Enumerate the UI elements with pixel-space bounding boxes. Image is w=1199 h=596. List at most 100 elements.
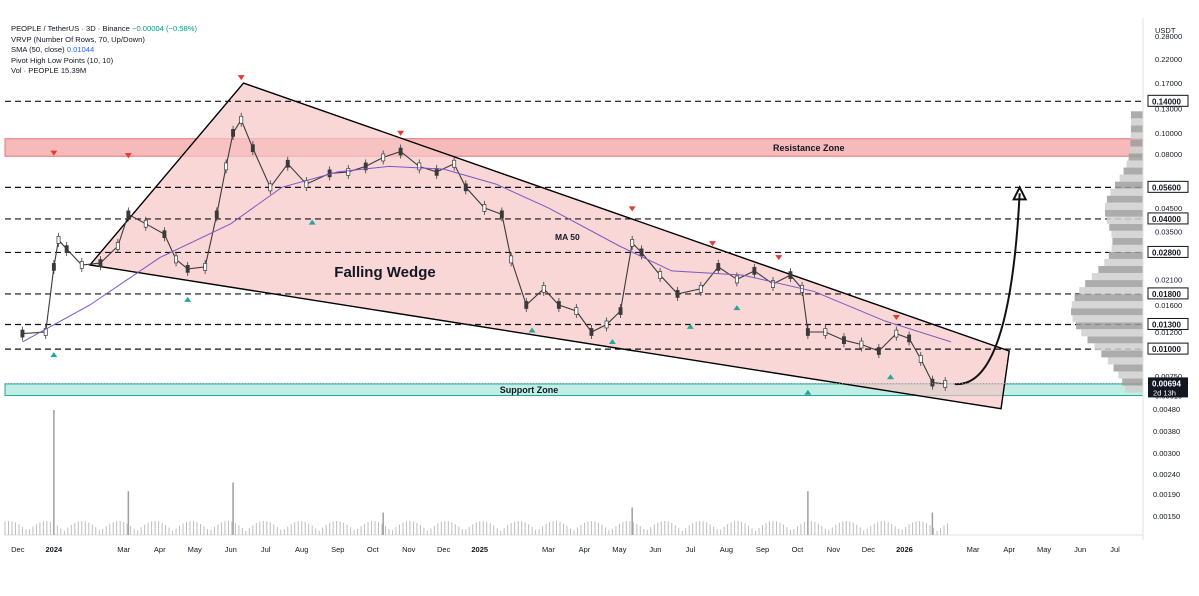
candle [463,183,468,192]
volume-profile-bar [1128,153,1143,161]
candle [239,115,244,124]
legend-sma-value: 0.01044 [66,45,95,54]
price-axis-tick: 0.10000 [1155,129,1182,138]
candle [771,280,775,288]
pivot-low-marker [608,338,616,344]
price-label-box [1147,94,1189,107]
volume-axis-tick: 0.00380 [1153,427,1180,436]
price-label-box [1147,342,1189,355]
legend-vrvp[interactable]: VRVP (Number Of Rows, 70, Up/Down) [11,34,145,44]
time-axis-tick: 2025 [471,545,488,554]
volume-profile-bar [1105,209,1143,217]
support-zone-label: Support Zone [500,385,559,395]
price-label: 0.05600 [1152,183,1181,192]
candle [482,204,487,212]
volume-profile-bar [1074,294,1143,302]
time-axis-tick: Mar [117,545,130,554]
volume-profile-bar [1118,371,1143,379]
volume-profile-bar [1130,132,1143,140]
volume-profile-bar [1110,188,1143,196]
falling-wedge [88,82,1010,410]
legend-vol-row[interactable]: Vol · PEOPLE 15.39M [11,66,197,77]
time-axis-tick: Dec [11,545,25,554]
time-axis-tick: Jul [1110,545,1120,554]
legend-pivot[interactable]: Pivot High Low Points (10, 10) [11,55,114,65]
time-axis-tick: 2026 [896,545,913,554]
candle [434,168,439,176]
time-axis-tick: May [1037,545,1051,554]
price-label: 0.02800 [1152,248,1181,257]
time-axis-tick: May [612,545,626,554]
price-label-box [1147,287,1189,300]
candle [499,210,504,219]
volume-profile-bar [1081,329,1143,337]
volume-profile-bar [1075,322,1143,330]
time-axis-tick: Jul [686,545,696,554]
volume-profile-bar [1085,280,1143,288]
time-axis-tick: Aug [720,545,733,554]
candle [842,336,846,345]
candle [734,275,739,284]
candle [224,162,229,171]
volume-profile-bar [1119,174,1143,182]
pivot-low-marker [308,219,316,225]
candle [304,180,309,188]
legend: PEOPLE / TetherUS · 3D · Binance −0.0000… [11,24,197,77]
candle [43,328,48,336]
volume-profile-bar [1106,216,1143,224]
price-label-box [1147,180,1189,193]
candle [346,168,351,176]
volume-profile-bar [1126,160,1143,168]
price-axis-tick: 0.08000 [1155,150,1182,159]
candle [788,271,793,279]
time-axis-tick: Jul [261,545,271,554]
legend-vol-value: 15.39M [60,66,87,75]
volume-profile-bar [1071,308,1143,316]
price-axis-tick: 0.04500 [1155,204,1182,213]
legend-change: −0.00004 (−0.58%) [132,24,198,33]
candle [20,329,25,338]
candle [589,328,594,336]
candle [203,263,208,271]
pivot-low-marker [184,296,192,302]
volume-profile-bar [1125,385,1143,393]
volume-profile-bar [1087,336,1143,344]
volume-profile-bar [1122,378,1143,386]
pivot-low-marker [733,305,741,311]
candle [894,329,899,338]
pivot-low-marker [686,323,694,329]
volume-axis-tick: 0.00480 [1153,405,1180,414]
volume-profile-bar [1101,350,1143,358]
pivot-low-marker [804,389,812,395]
time-axis-tick: Nov [827,545,841,554]
candle [126,210,131,219]
volume-profile-bar [1123,167,1143,175]
candle [452,159,457,168]
volume-profile-bar [1106,195,1143,203]
candle [859,340,864,349]
candle [639,248,644,257]
time-axis-tick: Apr [1003,545,1015,554]
candle [174,255,178,264]
candle [250,144,255,153]
time-axis-tick: Nov [402,545,416,554]
volume-profile-bar [1130,111,1143,119]
candle [115,242,120,250]
legend-sma-row[interactable]: SMA (50, close) 0.01044 [11,45,197,56]
pivot-high-marker [892,315,900,321]
volume-profile-bar [1098,266,1143,274]
volume-profile-bar [1115,181,1143,189]
ma50-label: MA 50 [555,232,580,242]
time-axis-tick: Jun [1074,545,1086,554]
legend-symbol-row[interactable]: PEOPLE / TetherUS · 3D · Binance −0.0000… [11,24,197,35]
price-label: 0.01800 [1152,290,1181,299]
candle [143,219,148,228]
volume-profile-bar [1104,258,1143,266]
candle [79,261,84,269]
volume-axis-tick: 0.00190 [1153,490,1180,499]
candle [805,328,810,336]
price-axis-tick: 0.13000 [1155,104,1182,113]
candle [541,284,546,293]
candle [943,380,948,388]
